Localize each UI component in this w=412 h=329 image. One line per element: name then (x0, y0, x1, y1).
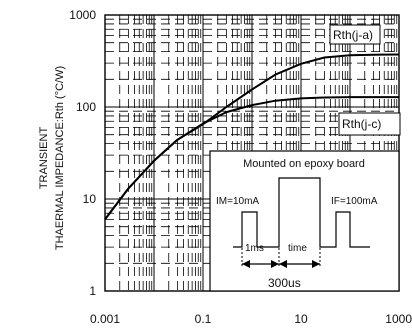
legend-rth-ja: Rth(j-a) (329, 24, 381, 45)
legend-box-rth-ja (329, 24, 381, 45)
inset-duration-label: 300us (268, 276, 301, 290)
y-axis-title-line2: THAERMAL IMPEDANCE:Rth (°C/W) (54, 66, 66, 250)
inset-time-label: time (288, 243, 307, 254)
inset-test-condition: Mounted on epoxy board IM=10mA IF=100mA … (209, 150, 400, 292)
x-tick-label: 10 (294, 312, 308, 326)
x-tick-label: 1000 (385, 312, 412, 326)
inset-if-label: IF=100mA (331, 196, 378, 207)
inset-title: Mounted on epoxy board (243, 158, 365, 170)
inset-pulse-width-label: 1ms (245, 243, 264, 254)
inset-pulse-waveform (233, 177, 370, 248)
y-tick-label: 1 (89, 284, 96, 298)
series-rth-jc-line (104, 96, 399, 221)
y-tick-label: 10 (83, 192, 97, 206)
y-axis-title-line1: TRANSIENT (38, 127, 50, 190)
inset-im-label: IM=10mA (216, 196, 259, 207)
legend-rth-jc: Rth(j-c) (338, 112, 401, 136)
x-tick-label: 0.001 (90, 312, 120, 326)
legend-label-rth-jc: Rth(j-c) (342, 117, 381, 131)
x-tick-label: 0.1 (195, 312, 212, 326)
tick-labels: 0.001 0.1 10 1000 1 10 100 1000 (69, 8, 412, 326)
data-curves (104, 53, 400, 221)
y-tick-label: 1000 (69, 8, 96, 22)
inset-arrowheads (242, 260, 320, 268)
inset-box (209, 150, 400, 292)
legend-box-rth-jc (338, 112, 401, 136)
y-tick-label: 100 (76, 100, 96, 114)
legend-label-rth-ja: Rth(j-a) (333, 28, 373, 42)
